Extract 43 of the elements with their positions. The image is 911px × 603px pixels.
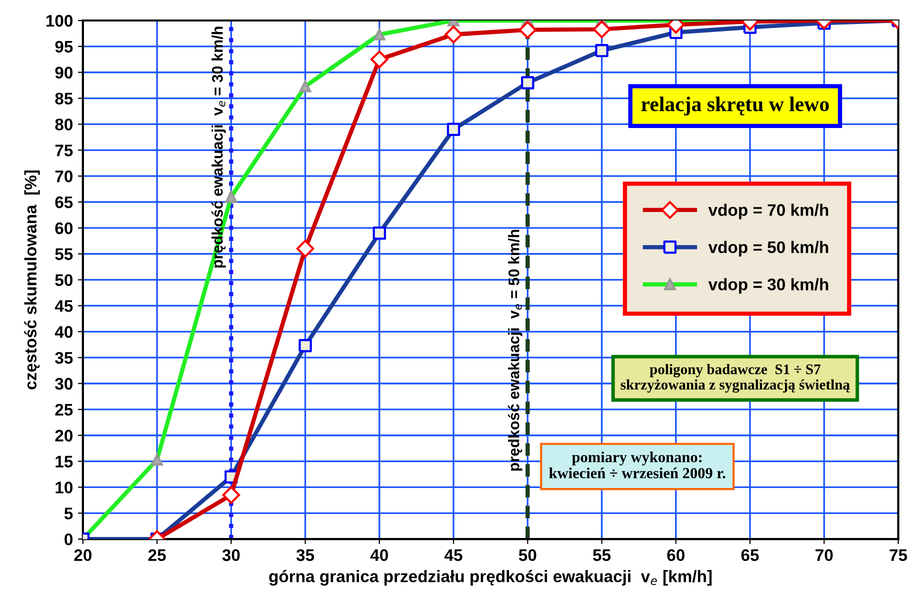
x-tick-label: 20	[74, 549, 92, 562]
x-tick-label: 75	[890, 549, 908, 562]
y-tick-label: 80	[55, 118, 72, 130]
y-tick-label: 100	[46, 14, 72, 27]
legend-label: vdop = 50 km/h	[708, 240, 828, 256]
x-axis-title: górna granica przedziału prędkości ewakuacji v$_{e}$ [km/h]	[269, 570, 712, 586]
y-tick-label: 55	[55, 248, 73, 260]
y-tick-label: 10	[56, 482, 72, 494]
y-tick-label: 70	[55, 170, 72, 182]
x-tick-label: 60	[667, 549, 684, 562]
x-tick-label: 55	[593, 549, 611, 562]
y-tick-label: 85	[55, 92, 73, 104]
legend-label: vdop = 70 km/h	[708, 204, 828, 220]
y-tick-label: 45	[54, 300, 73, 312]
x-tick-label: 45	[444, 549, 462, 562]
annotation: relacja skrętu w lewo	[641, 96, 829, 116]
annotation: pomiary wykonano: kwiecień ÷ wrzesień 2009 r.	[549, 452, 726, 478]
x-tick-label: 70	[816, 549, 833, 562]
x-tick-label: 50	[518, 549, 536, 562]
y-tick-label: 15	[56, 456, 73, 468]
y-axis-title: częstość skumulowana [%]	[24, 170, 40, 390]
y-tick-label: 95	[55, 40, 73, 53]
x-tick-label: 30	[222, 549, 240, 562]
annotation: poligony badawcze S1 ÷ S7 skrzyżowania z sygnalizacją świetlną	[620, 364, 850, 393]
y-tick-label: 75	[55, 144, 73, 156]
y-tick-label: 65	[55, 196, 73, 208]
ref-line-label: prędkość ewakuacji v$_{e}$ = 50 km/h	[508, 230, 522, 471]
x-tick-label: 40	[370, 549, 388, 562]
x-tick-label: 35	[296, 549, 314, 562]
y-tick-label: 25	[55, 404, 73, 416]
ref-line-label: prędkość ewakuacji v$_{e}$ = 30 km/h	[211, 26, 226, 268]
y-tick-label: 0	[64, 533, 72, 546]
y-tick-label: 5	[64, 508, 73, 520]
x-tick-label: 65	[741, 549, 759, 562]
y-tick-label: 30	[55, 378, 72, 390]
y-tick-label: 20	[55, 430, 72, 442]
x-tick-label: 25	[148, 549, 166, 562]
y-tick-label: 35	[55, 352, 73, 364]
y-tick-label: 40	[54, 326, 72, 338]
y-tick-label: 60	[55, 222, 72, 234]
legend-label: vdop = 30 km/h	[708, 278, 828, 294]
y-tick-label: 90	[55, 66, 72, 79]
y-tick-label: 50	[55, 274, 72, 286]
